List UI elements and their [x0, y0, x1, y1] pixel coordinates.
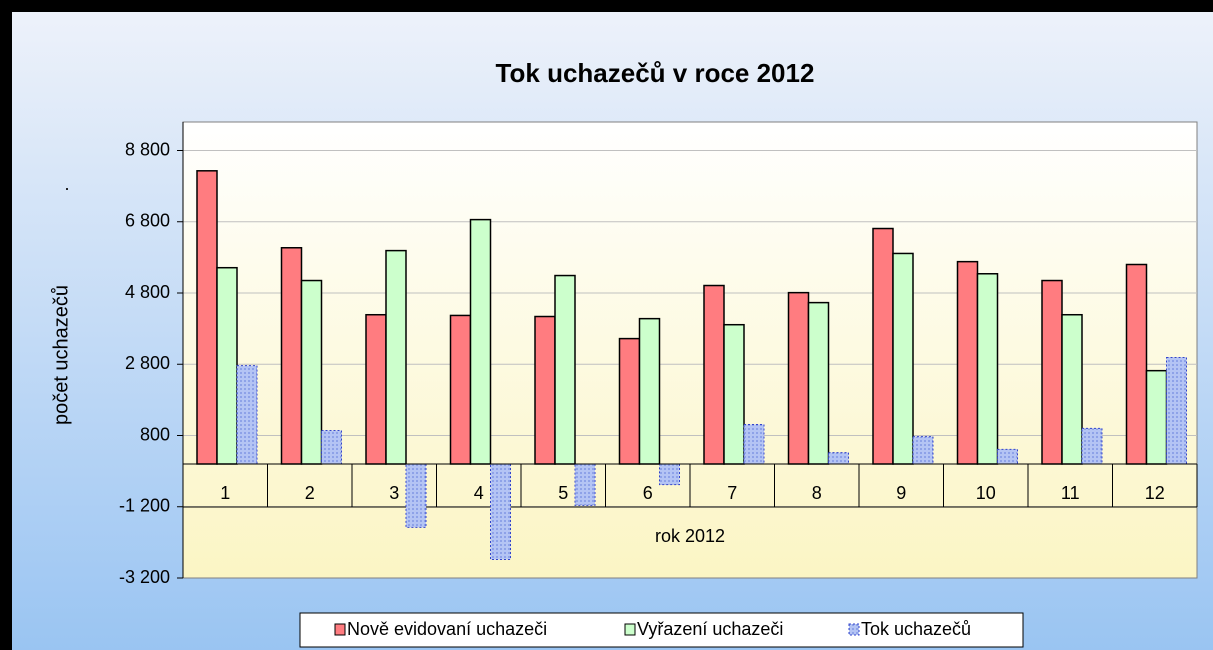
bar — [872, 227, 894, 465]
legend-label: Nově evidovaní uchazeči — [347, 619, 547, 639]
bar — [469, 218, 492, 465]
bar — [828, 452, 849, 465]
y-tick-label: -1 200 — [119, 496, 170, 516]
chart-title: Tok uchazečů v roce 2012 — [496, 58, 815, 88]
bar — [534, 315, 556, 465]
x-tick-label: 8 — [812, 483, 822, 503]
bar — [1061, 313, 1083, 465]
legend — [299, 612, 1024, 648]
legend-swatch — [624, 623, 636, 636]
bar — [449, 314, 472, 465]
x-axis-label: rok 2012 — [655, 526, 725, 546]
bar — [1145, 369, 1168, 465]
x-tick-label: 4 — [474, 483, 484, 503]
y-tick-label: 2 800 — [125, 353, 170, 373]
x-tick-label: 2 — [305, 483, 315, 503]
x-tick-label: 12 — [1145, 483, 1165, 503]
legend-label: Tok uchazečů — [861, 619, 971, 639]
y-tick-label: 800 — [140, 424, 170, 444]
bar — [976, 273, 999, 465]
bar — [912, 436, 934, 465]
bar — [216, 266, 238, 465]
x-tick-label: 3 — [389, 483, 399, 503]
x-tick-label: 10 — [976, 483, 996, 503]
bar — [554, 274, 576, 465]
y-tick-label: 6 800 — [125, 211, 170, 231]
x-tick-label: 11 — [1061, 483, 1080, 503]
legend-swatch — [848, 623, 860, 636]
bar — [743, 423, 765, 465]
bar — [807, 301, 830, 465]
bar — [365, 313, 387, 465]
x-tick-label: 5 — [558, 483, 568, 503]
bar — [300, 279, 323, 465]
bar — [618, 337, 641, 465]
bar — [490, 463, 511, 560]
bar — [723, 323, 745, 465]
bar — [1166, 356, 1187, 465]
bar — [703, 284, 725, 465]
bar — [1125, 263, 1148, 465]
y-axis-label: počet uchazečů — [50, 285, 72, 425]
y-tick-label: -3 200 — [119, 567, 170, 587]
bar — [321, 430, 342, 465]
bar — [659, 463, 680, 486]
bar — [385, 249, 407, 465]
bar — [280, 247, 303, 465]
bar — [638, 317, 661, 465]
legend-label: Vyřazení uchazeči — [637, 619, 783, 639]
legend-swatch — [334, 623, 346, 636]
y-tick-label: 4 800 — [125, 282, 170, 302]
y-tick-label: 8 800 — [125, 139, 170, 159]
bar — [574, 463, 596, 506]
annotation: . — [64, 174, 69, 194]
x-tick-label: 7 — [727, 483, 737, 503]
x-tick-label: 1 — [220, 483, 230, 503]
bar — [997, 448, 1018, 465]
bar — [196, 170, 218, 465]
bar — [787, 291, 810, 465]
bar — [405, 463, 427, 528]
x-tick-label: 6 — [643, 483, 653, 503]
bar — [1081, 427, 1103, 465]
bar — [956, 260, 979, 465]
x-tick-label: 9 — [896, 483, 906, 503]
bar — [236, 365, 258, 465]
bar — [892, 252, 914, 465]
bar — [1041, 279, 1063, 465]
